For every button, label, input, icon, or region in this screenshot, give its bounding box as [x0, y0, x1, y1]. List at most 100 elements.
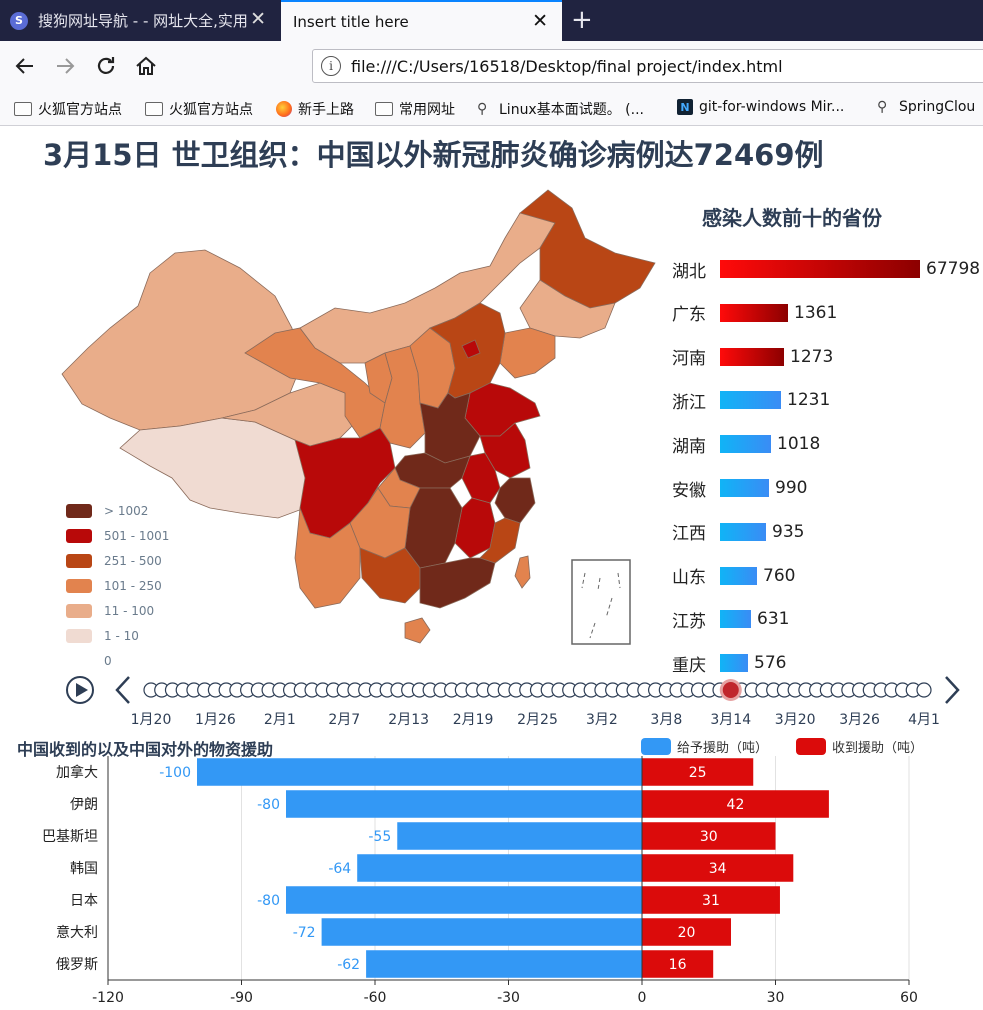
timeline-label[interactable]: 1月26 — [195, 712, 236, 728]
bar-received[interactable] — [642, 822, 776, 850]
legend-label: > 1002 — [104, 503, 149, 518]
bar-received[interactable] — [642, 918, 731, 946]
ranking-row[interactable]: 江西 935 — [672, 520, 804, 545]
timeline-label[interactable]: 1月20 — [131, 712, 172, 728]
close-icon[interactable]: ✕ — [532, 10, 548, 32]
address-bar[interactable]: i file:///C:/Users/16518/Desktop/final p… — [312, 49, 983, 83]
ranking-row[interactable]: 广东 1361 — [672, 301, 837, 326]
play-icon[interactable] — [66, 676, 94, 704]
tab-label: Insert title here — [293, 12, 409, 31]
ranking-row[interactable]: 山东 760 — [672, 564, 795, 589]
ranking-province-name: 安徽 — [672, 480, 706, 501]
bar-given[interactable] — [286, 790, 642, 818]
tab-insert-title[interactable]: Insert title here ✕ — [281, 0, 562, 41]
timeline-label[interactable]: 3月26 — [839, 712, 880, 728]
map-region-guangxi — [359, 547, 421, 604]
legend-item[interactable]: 101 - 250 — [66, 573, 169, 598]
legend-item[interactable]: 11 - 100 — [66, 598, 169, 623]
forward-icon[interactable] — [50, 51, 80, 81]
map-region-liaoning — [499, 327, 556, 379]
prev-icon[interactable] — [115, 676, 130, 704]
south-china-sea-inset — [571, 559, 631, 645]
china-map[interactable] — [0, 178, 670, 658]
legend-item-given[interactable]: 给予援助（吨） — [641, 737, 768, 756]
x-tick-label: 60 — [900, 990, 918, 1006]
ranking-row[interactable]: 湖南 1018 — [672, 432, 821, 457]
ranking-row[interactable]: 江苏 631 — [672, 607, 789, 632]
bar-given[interactable] — [286, 886, 642, 914]
bar-received[interactable] — [642, 854, 794, 882]
page-icon: ⚲ — [877, 99, 888, 115]
timeline-label[interactable]: 2月19 — [453, 712, 494, 728]
timeline-label[interactable]: 3月8 — [650, 712, 682, 728]
timeline-label[interactable]: 3月20 — [775, 712, 816, 728]
legend-item-received[interactable]: 收到援助（吨） — [796, 737, 923, 756]
legend-swatch — [66, 553, 92, 568]
new-tab-icon[interactable]: + — [571, 5, 593, 35]
timeline-slider[interactable]: 1月20 1月26 2月1 2月7 2月13 2月19 2月25 3月2 3月8 3月14 3月20… — [0, 669, 983, 729]
timeline-label[interactable]: 2月13 — [388, 712, 429, 728]
map-region-anhui — [461, 452, 501, 504]
bookmark-label: 新手上路 — [298, 102, 354, 118]
map-region-taiwan — [514, 555, 531, 589]
tab-strip: S 搜狗网址导航 - - 网址大全,实用 ✕ Insert title here… — [0, 0, 983, 41]
bar-given[interactable] — [357, 854, 642, 882]
ranking-value: 1018 — [777, 434, 821, 455]
legend-swatch — [66, 603, 92, 618]
next-icon[interactable] — [945, 676, 960, 704]
timeline-current-dot[interactable] — [722, 682, 739, 698]
back-icon[interactable] — [10, 51, 40, 81]
bar-received[interactable] — [642, 790, 829, 818]
legend-label: 101 - 250 — [104, 578, 162, 593]
ranking-province-name: 江苏 — [672, 611, 706, 632]
timeline-label[interactable]: 4月1 — [908, 712, 940, 728]
bar-given[interactable] — [321, 918, 642, 946]
legend-item[interactable]: 501 - 1001 — [66, 523, 169, 548]
timeline-label[interactable]: 2月1 — [264, 712, 296, 728]
timeline-dot[interactable] — [916, 682, 932, 698]
bookmark-item[interactable]: ⚲ Linux基本面试题。 (... — [477, 99, 644, 119]
bar-given[interactable] — [197, 758, 642, 786]
legend-label: 1 - 10 — [104, 628, 139, 643]
tab-sogou[interactable]: S 搜狗网址导航 - - 网址大全,实用 ✕ — [0, 0, 280, 41]
map-region-jilin — [519, 279, 616, 339]
legend-item[interactable]: 0 — [66, 648, 169, 673]
bookmark-item[interactable]: 火狐官方站点 — [145, 99, 253, 119]
ranking-row[interactable]: 浙江 1231 — [672, 388, 830, 413]
ranking-row[interactable]: 湖北 67798 — [672, 257, 981, 282]
bookmark-item[interactable]: 常用网址 — [375, 99, 455, 119]
reload-icon[interactable] — [91, 51, 121, 81]
bar-received[interactable] — [642, 886, 780, 914]
home-icon[interactable] — [131, 51, 161, 81]
tab-label: 搜狗网址导航 - - 网址大全,实用 — [38, 12, 248, 30]
ranking-row[interactable]: 安徽 990 — [672, 476, 807, 501]
legend-label: 11 - 100 — [104, 603, 155, 618]
bookmark-item[interactable]: ⚲ SpringClou — [877, 99, 975, 115]
timeline-label[interactable]: 3月2 — [586, 712, 618, 728]
legend-item[interactable]: > 1002 — [66, 498, 169, 523]
ranking-bar — [720, 654, 748, 673]
legend-item[interactable]: 251 - 500 — [66, 548, 169, 573]
timeline-label[interactable]: 2月25 — [517, 712, 558, 728]
bar-received[interactable] — [642, 758, 754, 786]
bar-given[interactable] — [366, 950, 642, 978]
timeline-label[interactable]: 3月14 — [710, 712, 751, 728]
legend-item[interactable]: 1 - 10 — [66, 623, 169, 648]
map-region-yunnan — [294, 507, 361, 609]
bar-received[interactable] — [642, 950, 714, 978]
timeline-label[interactable]: 2月7 — [328, 712, 360, 728]
bar-given-label: -64 — [328, 861, 351, 877]
ranking-row[interactable]: 重庆 576 — [672, 651, 786, 676]
legend-swatch — [66, 578, 92, 593]
ranking-value: 67798 — [926, 259, 981, 279]
info-icon[interactable]: i — [321, 56, 341, 76]
close-icon[interactable]: ✕ — [250, 8, 266, 30]
bookmark-item[interactable]: 火狐官方站点 — [14, 99, 122, 119]
legend-label: 251 - 500 — [104, 553, 162, 568]
bar-given[interactable] — [397, 822, 642, 850]
ranking-row[interactable]: 河南 1273 — [672, 345, 833, 370]
south-china-sea-islands — [581, 572, 621, 639]
bar-received-label: 42 — [727, 797, 745, 813]
bookmark-item[interactable]: 新手上路 — [276, 99, 354, 119]
